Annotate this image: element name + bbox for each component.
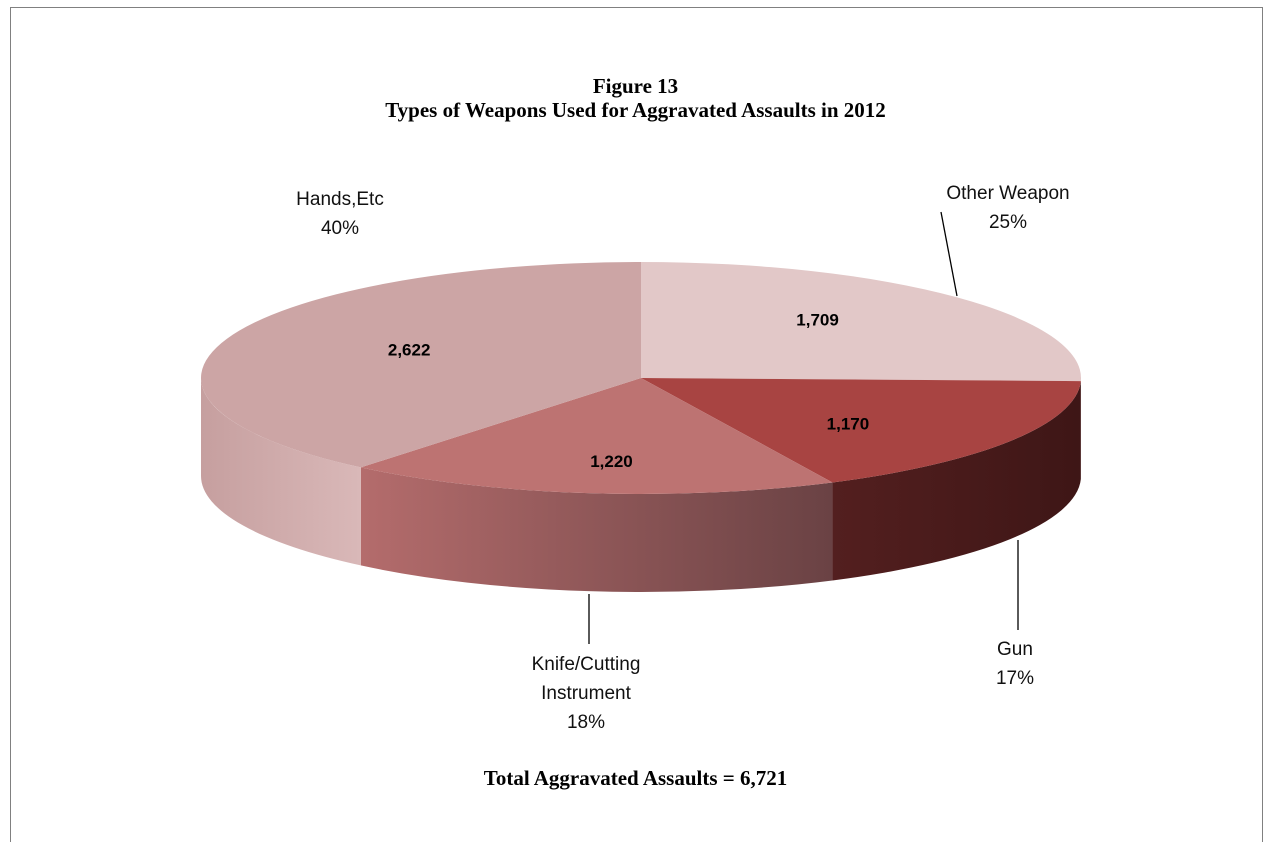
pie-slice-hands — [201, 262, 641, 468]
percent-label: 18% — [567, 712, 605, 733]
category-text: Other Weapon — [946, 183, 1069, 204]
category-text: Instrument — [541, 683, 631, 704]
category-label-gun: Gun 17% — [996, 639, 1034, 689]
chart-subtitle: Types of Weapons Used for Aggravated Ass… — [385, 98, 886, 122]
percent-label: 40% — [321, 218, 359, 239]
category-label-hands: Hands,Etc 40% — [296, 189, 384, 239]
pie-side-hands — [200, 378, 361, 566]
pie-slice-other-weapon — [641, 262, 1081, 382]
category-label-other-weapon: Other Weapon 25% — [946, 183, 1069, 233]
category-text: Knife/Cutting — [532, 654, 641, 675]
pie-slice-knife — [360, 378, 833, 494]
chart-title-block: Figure 13 Types of Weapons Used for Aggr… — [0, 74, 1271, 122]
value-label-other-weapon: 1,709 — [796, 311, 839, 330]
pie-side-gun — [832, 381, 1081, 581]
percent-label: 17% — [996, 668, 1034, 689]
category-text: Hands,Etc — [296, 189, 384, 210]
category-label-knife: Knife/Cutting Instrument 18% — [532, 654, 641, 733]
value-label-gun: 1,170 — [827, 414, 870, 433]
percent-label: 25% — [989, 212, 1027, 233]
category-text: Gun — [997, 639, 1033, 660]
value-label-knife: 1,220 — [590, 452, 633, 471]
pie-slice-gun — [641, 378, 1081, 483]
total-label: Total Aggravated Assaults = 6,721 — [483, 766, 788, 790]
value-label-hands: 2,622 — [388, 341, 431, 360]
chart-title: Figure 13 — [592, 74, 679, 98]
leader-line-other-weapon — [940, 211, 958, 297]
chart-frame — [10, 7, 1263, 842]
pie-side-knife — [360, 467, 833, 592]
